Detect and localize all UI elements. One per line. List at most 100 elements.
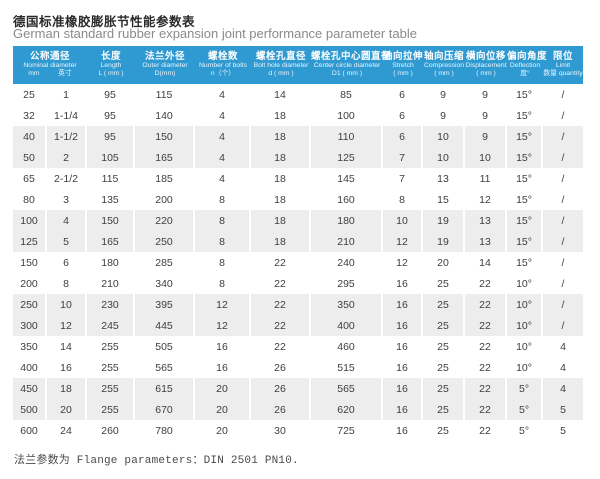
table-cell: / [543, 84, 584, 105]
table-cell: 18 [251, 168, 312, 189]
table-cell: 12 [383, 231, 424, 252]
header-nominal-diameter: 公称通径 Nominal diameter mm 英寸 [13, 46, 88, 84]
table-cell: 220 [135, 210, 196, 231]
table-cell: 9 [465, 105, 508, 126]
header-label-cn: 横向位移 [466, 50, 507, 62]
table-cell: 340 [135, 273, 196, 294]
table-cell: 285 [135, 252, 196, 273]
table-cell: 14 [47, 336, 88, 357]
table-cell: 1 [47, 84, 88, 105]
table-cell: 200 [13, 273, 47, 294]
table-cell: 9 [465, 126, 508, 147]
table-cell: 16 [383, 315, 424, 336]
header-label-en: Nominal diameter [23, 61, 77, 69]
table-cell: 4 [543, 357, 584, 378]
header-label-cn: 公称通径 [30, 50, 71, 62]
table-body: 25 1 95 115 4 14 85 6 9 9 15°/32 1-1/4 95 140 4 18 100 6 9… [13, 84, 584, 441]
table-cell: 14 [465, 252, 508, 273]
header-unit: n（个） [210, 70, 236, 77]
table-cell: 65 [13, 168, 47, 189]
table-row: 50 2 105 165 4 18 125 7 10 10 15° / [13, 147, 584, 168]
table-cell: 4 [195, 84, 252, 105]
table-cell: 240 [311, 252, 384, 273]
table-cell: 4 [195, 105, 252, 126]
table-cell: 10° [507, 357, 544, 378]
table-cell: 565 [135, 357, 196, 378]
header-label-cn: 螺栓孔直径 [256, 50, 307, 62]
table-cell: 210 [311, 231, 384, 252]
table-cell: 18 [47, 378, 88, 399]
header-unit-inch: 英寸 [58, 70, 72, 77]
header-unit: D(mm) [154, 70, 176, 77]
table-cell: 725 [311, 420, 384, 441]
table-cell: 9 [423, 84, 466, 105]
table-cell: 8 [195, 189, 252, 210]
header-label-en: Compression [423, 61, 465, 69]
table-cell: 12 [195, 294, 252, 315]
table-cell: 25 [423, 357, 466, 378]
table-cell: / [543, 147, 584, 168]
table-cell: 1-1/4 [47, 105, 88, 126]
table-cell: 16 [47, 357, 88, 378]
table-cell: 4 [543, 336, 584, 357]
table-cell: 95 [87, 84, 136, 105]
table-cell: 145 [311, 168, 384, 189]
table-row: 250 10 230 395 12 22 350 16 25 22 10° / [13, 294, 584, 315]
table-cell: 350 [311, 294, 384, 315]
table-cell: 245 [87, 315, 136, 336]
table-cell: 14 [251, 84, 312, 105]
page-title-en: German standard rubber expansion joint p… [13, 26, 417, 41]
table-row: 65 2-1/2 115 185 4 18 145 7 13 11 15° / [13, 168, 584, 189]
table-cell: 16 [383, 399, 424, 420]
table-cell: 22 [465, 357, 508, 378]
table-cell: 19 [423, 231, 466, 252]
table-cell: 250 [13, 294, 47, 315]
table-cell: 20 [195, 378, 252, 399]
table-row: 300 12 245 445 12 22 400 16 25 22 10° / [13, 315, 584, 336]
table-cell: 140 [135, 105, 196, 126]
footer-note: 法兰参数为 Flange parameters：DIN 2501 PN10. [14, 455, 299, 467]
table-cell: 350 [13, 336, 47, 357]
table-cell: 160 [311, 189, 384, 210]
table-cell: 11 [465, 168, 508, 189]
header-bolt-hole-diameter: 螺栓孔直径 Bolt hole diameter d ( mm ) [251, 46, 312, 84]
table-cell: 22 [251, 315, 312, 336]
table-cell: 400 [311, 315, 384, 336]
table-cell: 255 [87, 357, 136, 378]
table-cell: 8 [195, 273, 252, 294]
table-cell: 16 [383, 294, 424, 315]
table-cell: 150 [13, 252, 47, 273]
table-cell: 210 [87, 273, 136, 294]
table-cell: 16 [383, 336, 424, 357]
table-cell: 20 [195, 399, 252, 420]
table-cell: 22 [251, 252, 312, 273]
table-cell: 10 [383, 210, 424, 231]
table-cell: 150 [135, 126, 196, 147]
table-cell: 2 [47, 147, 88, 168]
header-label-en: Outer diameter [142, 61, 188, 69]
table-cell: 4 [195, 168, 252, 189]
table-cell: 15° [507, 147, 544, 168]
table-cell: 100 [311, 105, 384, 126]
table-cell: 6 [383, 126, 424, 147]
header-label-en: Stretch [392, 61, 414, 69]
table-cell: 25 [423, 399, 466, 420]
header-outer-diameter: 法兰外径 Outer diameter D(mm) [135, 46, 196, 84]
table-cell: 26 [251, 357, 312, 378]
table-cell: 13 [465, 210, 508, 231]
parameter-table: 公称通径 Nominal diameter mm 英寸 长度 Length L ( mm )… [13, 46, 584, 441]
table-cell: 85 [311, 84, 384, 105]
table-cell: 8 [195, 231, 252, 252]
table-cell: 10 [47, 294, 88, 315]
header-unit: L ( mm ) [98, 70, 124, 77]
table-cell: 25 [423, 273, 466, 294]
table-cell: / [543, 294, 584, 315]
table-cell: 125 [311, 147, 384, 168]
table-cell: 16 [195, 336, 252, 357]
table-cell: / [543, 126, 584, 147]
table-cell: 22 [251, 294, 312, 315]
table-cell: 15° [507, 126, 544, 147]
header-deflection: 偏向角度 Deflection 度° [507, 46, 547, 84]
header-label-cn: 长度 [101, 50, 122, 62]
table-cell: 16 [383, 273, 424, 294]
